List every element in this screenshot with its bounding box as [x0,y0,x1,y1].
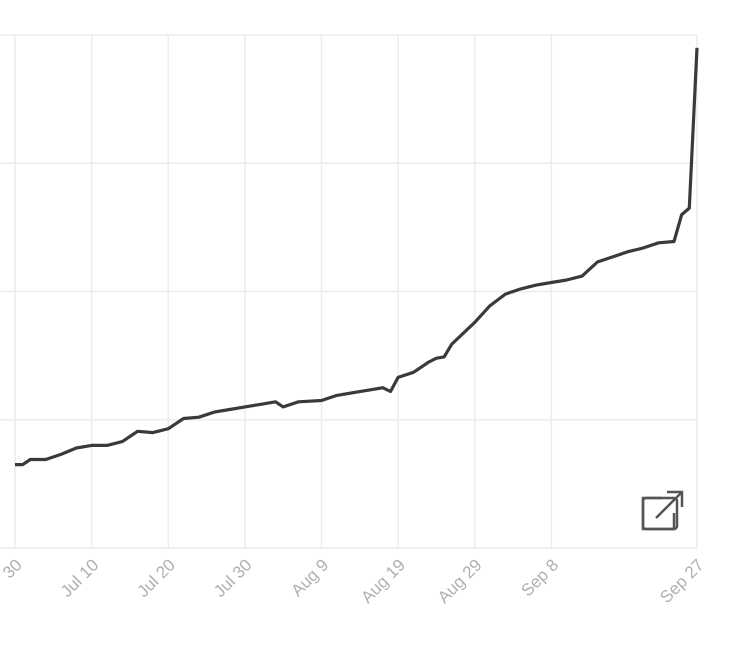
x-tick-label: Aug 29 [434,555,486,607]
icon-arrow [655,490,684,519]
x-tick-label: Sep 8 [517,555,562,600]
x-tick-label: Aug 9 [287,555,332,600]
data-line [15,47,699,467]
open-external-icon[interactable] [641,490,684,531]
x-tick-label: Sep 27 [656,555,708,607]
icon-box [641,496,676,531]
x-tick-label: 30 [0,555,26,582]
x-tick-label: Jul 30 [210,555,256,601]
x-tick-label: Aug 19 [357,555,409,607]
x-tick-label: Jul 20 [134,555,180,601]
x-tick-label: Jul 10 [57,555,103,601]
